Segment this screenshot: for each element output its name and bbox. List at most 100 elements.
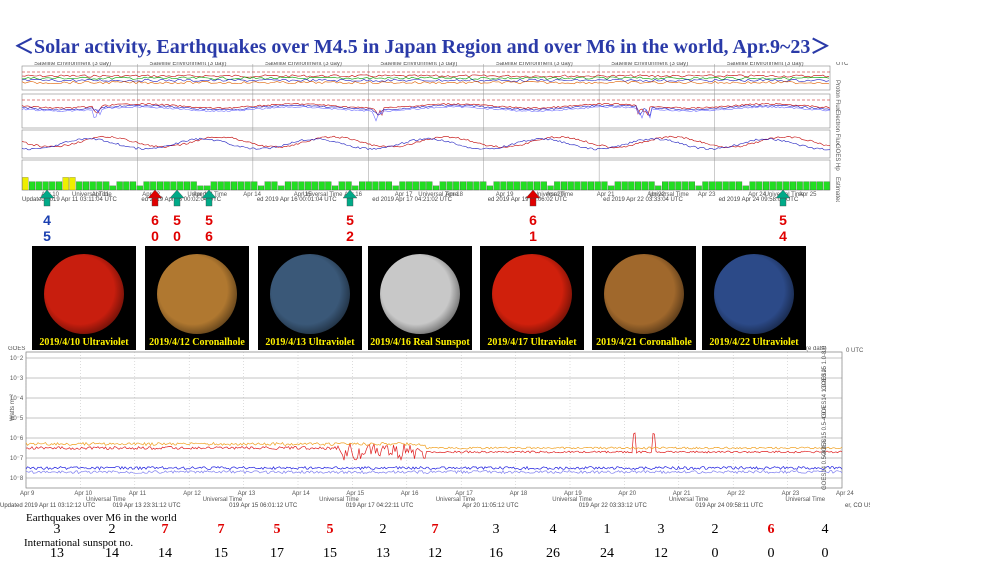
kp-bar — [709, 181, 716, 191]
x-tick-label: Apr 24 — [748, 192, 766, 198]
earthquake-count: 2 — [108, 522, 116, 537]
flux-series-line — [25, 441, 843, 450]
x-tick-label: Apr 16 — [344, 192, 362, 198]
y-tick-label: 10⁻6 — [10, 436, 24, 442]
kp-bar — [365, 181, 372, 191]
kp-bar — [136, 185, 143, 191]
quake-digit: 6 — [205, 228, 213, 244]
x-tick-label: Apr 12 — [183, 491, 201, 497]
kp-bar — [567, 181, 574, 191]
updated-timestamp: ed 2019 Apr 24 09:58:04 UTC — [719, 197, 799, 202]
kp-bar — [372, 181, 379, 191]
x-axis-title: Universal Time — [649, 192, 689, 198]
kp-bar — [749, 181, 756, 191]
kp-bar — [204, 185, 211, 191]
section-label: Satellite Environment (3 day) — [380, 62, 457, 67]
kp-bar — [527, 181, 534, 191]
right-axis-label: Estimated Kp — [834, 177, 840, 202]
x-tick-label: Apr 14 — [243, 192, 261, 198]
kp-bar — [318, 181, 325, 191]
x-tick-label: Apr 22 — [727, 491, 745, 497]
sunspot-count: 17 — [270, 546, 284, 561]
section-label: Satellite Environment (3 day) — [34, 62, 111, 67]
x-tick-label: Apr 19 — [564, 491, 582, 497]
kp-bar — [439, 181, 446, 191]
x-axis-title: Universal Time — [552, 497, 592, 503]
sun-disk — [492, 254, 572, 334]
sunspot-count: 0 — [767, 546, 775, 561]
kp-bar — [729, 181, 736, 191]
sun-disk — [604, 254, 684, 334]
earthquake-count: 7 — [431, 522, 439, 537]
kp-bar — [311, 181, 318, 191]
x-tick-label: Apr 15 — [346, 491, 364, 497]
solar-image: 2019/4/13 Ultraviolet — [258, 246, 362, 350]
x-tick-label: Apr 21 — [673, 491, 691, 497]
kp-bar — [587, 181, 595, 191]
kp-bar — [682, 181, 689, 191]
earthquake-count: 5 — [326, 522, 334, 537]
kp-bar — [776, 181, 783, 191]
kp-bar — [695, 185, 702, 191]
earthquake-row-label: Earthquakes over M6 in the world — [26, 512, 177, 524]
kp-bar — [661, 181, 669, 191]
flux-series-line — [25, 469, 843, 475]
x-tick-label: Apr 18 — [510, 491, 528, 497]
sunspot-count: 24 — [600, 546, 614, 561]
kp-bar — [426, 181, 433, 191]
x-tick-label: Apr 23 — [698, 192, 716, 198]
kp-bar — [49, 181, 56, 191]
series-legend-label: GOES15 0.5-4.0 A — [822, 406, 828, 456]
section-label: Satellite Environment (3 day) — [265, 62, 342, 67]
kp-bar — [688, 181, 696, 191]
sun-disk — [380, 254, 460, 334]
kp-bar — [298, 181, 305, 191]
x-tick-label: Apr 17 — [395, 192, 413, 198]
kp-bar — [42, 181, 49, 191]
kp-bar — [22, 177, 29, 191]
kp-bar — [251, 181, 258, 191]
panel-header-note: (e data) — [806, 346, 827, 352]
y-tick-label: 10⁻7 — [10, 456, 24, 462]
sun-disk — [44, 254, 124, 334]
earthquake-count: 5 — [273, 522, 281, 537]
updated-timestamp: ed 2019 Apr 19 11:06:02 UTC — [488, 197, 568, 202]
x-tick-label: Apr 20 — [618, 491, 636, 497]
kp-bar — [702, 181, 709, 191]
updated-timestamp: ed 2019 Apr 13 00:02:04 UTC — [141, 197, 221, 202]
kp-bar — [385, 181, 393, 191]
kp-bar — [547, 185, 554, 191]
kp-bar — [210, 181, 217, 191]
sun-disk — [270, 254, 350, 334]
x-tick-label: Apr 21 — [597, 192, 615, 198]
quake-digit: 5 — [205, 212, 213, 228]
solar-image-caption: 2019/4/10 Ultraviolet — [39, 337, 129, 348]
solar-image: 2019/4/16 Real Sunspot — [368, 246, 472, 350]
x-axis-title: Universal Time — [785, 497, 825, 503]
kp-bar — [379, 181, 386, 191]
x-tick-label: Apr 11 — [129, 491, 147, 497]
kp-bar — [338, 181, 345, 191]
x-tick-label: Apr 19 — [496, 192, 514, 198]
kp-bar — [109, 185, 116, 191]
x-axis-title: Universal Time — [303, 192, 343, 198]
electron-flux-line — [21, 102, 831, 117]
quake-digit: 4 — [779, 228, 787, 244]
kp-bar — [574, 181, 581, 191]
kp-bar — [264, 181, 271, 191]
kp-bar — [69, 177, 76, 191]
kp-bar — [197, 185, 204, 191]
x-axis-title: Universal Time — [418, 192, 458, 198]
kp-bar — [486, 185, 494, 191]
quake-digit: 6 — [151, 212, 159, 228]
kp-bar — [35, 181, 42, 191]
kp-bar — [655, 185, 662, 191]
sunspot-count: 26 — [546, 546, 560, 561]
sunspot-row-label: International sunspot no. — [24, 537, 134, 549]
kp-bar — [446, 181, 453, 191]
right-axis-label: Proton Flux — [834, 80, 840, 111]
solar-image: 2019/4/17 Ultraviolet — [480, 246, 584, 350]
quake-digit: 4 — [43, 212, 51, 228]
x-tick-label: Apr 24 — [836, 491, 854, 497]
hp-line — [21, 137, 831, 151]
